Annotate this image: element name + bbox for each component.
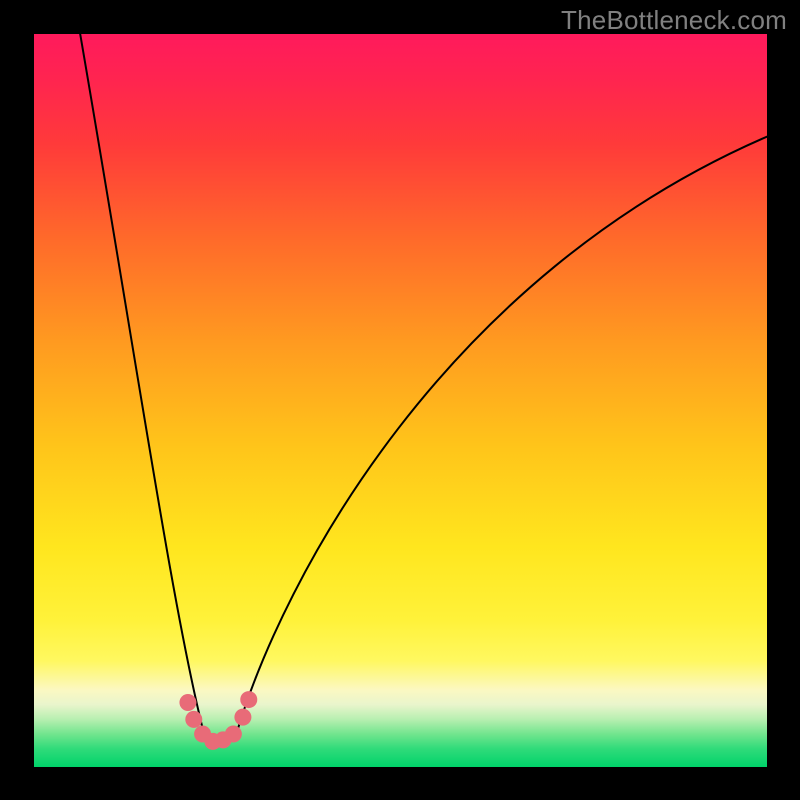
valley-marker [185,711,202,728]
valley-marker [240,691,257,708]
gradient-background [34,34,767,767]
outer-frame: TheBottleneck.com [0,0,800,800]
valley-marker [234,709,251,726]
valley-marker [225,726,242,743]
bottleneck-chart [34,34,767,767]
watermark-text: TheBottleneck.com [561,5,787,36]
valley-marker [179,694,196,711]
